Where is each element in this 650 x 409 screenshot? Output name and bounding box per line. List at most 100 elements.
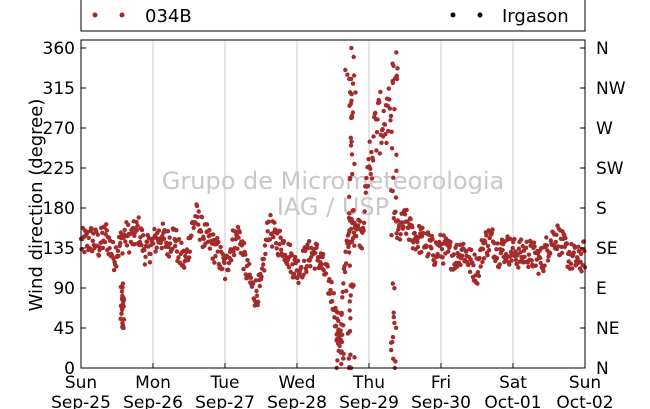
point-0-532 xyxy=(377,100,382,105)
point-0-548 xyxy=(386,128,391,134)
point-0-393 xyxy=(299,264,304,270)
point-0-837 xyxy=(548,251,553,256)
point-0-467 xyxy=(340,289,345,295)
excursion-point-0-1-22 xyxy=(345,331,351,336)
point-0-743 xyxy=(495,241,500,246)
point-0-433 xyxy=(321,267,326,273)
point-0-682 xyxy=(461,241,466,247)
excursion-point-0-2-2 xyxy=(347,103,352,109)
excursion-point-0-0-15 xyxy=(118,316,124,322)
point-0-448 xyxy=(330,298,335,304)
y2-tick-label-2: E xyxy=(596,279,607,299)
point-0-155 xyxy=(165,229,171,234)
point-0-528 xyxy=(374,130,380,135)
point-0-345 xyxy=(272,220,277,225)
point-0-728 xyxy=(486,248,492,253)
excursion-point-0-2-22 xyxy=(346,194,352,199)
point-0-517 xyxy=(368,171,373,177)
excursion-point-0-1-23 xyxy=(344,288,349,294)
point-0-382 xyxy=(293,254,298,260)
point-0-129 xyxy=(151,241,156,246)
point-0-616 xyxy=(424,243,429,248)
x-tick-label-day-3: Wed xyxy=(278,373,315,393)
point-0-257 xyxy=(222,276,228,282)
point-0-123 xyxy=(147,260,153,265)
point-0-641 xyxy=(438,232,443,238)
point-0-773 xyxy=(512,236,517,242)
point-0-66 xyxy=(115,248,121,254)
excursion-point-0-3-18 xyxy=(392,286,397,291)
point-0-721 xyxy=(483,240,488,245)
excursion-point-0-2-27 xyxy=(349,92,354,97)
point-0-32 xyxy=(96,253,102,258)
point-0-398 xyxy=(301,258,307,263)
point-0-279 xyxy=(235,246,240,251)
point-0-458 xyxy=(335,310,340,315)
point-0-785 xyxy=(518,237,524,242)
x-tick-label-date-1: Sep-26 xyxy=(123,393,183,409)
point-0-770 xyxy=(510,245,515,251)
point-0-557 xyxy=(391,175,396,180)
point-0-676 xyxy=(457,242,463,247)
point-0-349 xyxy=(274,246,279,251)
point-0-209 xyxy=(196,222,201,227)
point-0-867 xyxy=(564,241,570,247)
point-0-148 xyxy=(161,236,167,241)
point-0-417 xyxy=(312,266,317,271)
point-0-799 xyxy=(526,252,532,257)
y2-tick-label-8: N xyxy=(596,39,609,59)
point-0-103 xyxy=(136,215,141,220)
point-0-516 xyxy=(368,166,373,171)
point-0-171 xyxy=(174,249,180,254)
point-0-593 xyxy=(411,240,416,245)
point-0-780 xyxy=(516,265,521,270)
point-0-249 xyxy=(218,244,223,250)
point-0-645 xyxy=(440,255,445,260)
point-0-388 xyxy=(296,280,301,286)
point-0-644 xyxy=(439,247,445,252)
point-0-825 xyxy=(541,268,546,274)
point-0-515 xyxy=(367,139,372,144)
point-0-445 xyxy=(328,287,333,293)
point-0-58 xyxy=(111,256,116,261)
point-0-466 xyxy=(340,295,345,300)
point-0-536 xyxy=(379,140,384,145)
point-0-131 xyxy=(152,226,157,232)
excursion-point-0-3-10 xyxy=(394,152,399,157)
point-0-356 xyxy=(278,235,283,240)
point-0-483 xyxy=(349,217,354,222)
point-0-397 xyxy=(301,272,306,277)
point-0-876 xyxy=(569,266,575,271)
point-0-898 xyxy=(582,248,587,254)
point-0-67 xyxy=(116,253,121,259)
point-0-387 xyxy=(295,258,301,263)
point-0-403 xyxy=(304,264,310,269)
point-0-63 xyxy=(114,264,119,269)
excursion-point-0-2-11 xyxy=(349,98,354,103)
point-0-553 xyxy=(388,113,394,119)
x-tick-label-date-7: Oct-02 xyxy=(556,393,613,409)
point-0-194 xyxy=(187,249,192,254)
point-0-561 xyxy=(393,209,398,214)
excursion-point-0-1-26 xyxy=(353,225,358,231)
point-0-851 xyxy=(555,244,561,249)
legend-label-irgason: Irgason xyxy=(502,6,569,27)
excursion-point-0-3-7 xyxy=(389,188,394,193)
point-0-680 xyxy=(460,253,465,258)
point-0-551 xyxy=(387,106,393,111)
point-0-543 xyxy=(383,132,388,137)
point-0-498 xyxy=(358,219,363,224)
point-0-238 xyxy=(212,260,217,265)
y2-tick-label-7: NW xyxy=(596,79,626,99)
point-0-893 xyxy=(579,269,584,274)
point-0-542 xyxy=(382,122,388,127)
point-0-563 xyxy=(394,231,399,236)
point-0-158 xyxy=(167,235,172,240)
excursion-point-0-4-25 xyxy=(339,332,345,337)
y-tick-label-5: 225 xyxy=(43,159,75,179)
excursion-point-0-0-26 xyxy=(120,305,125,310)
point-0-764 xyxy=(507,262,512,267)
point-0-513 xyxy=(366,156,371,162)
point-0-253 xyxy=(220,251,225,257)
excursion-point-0-3-20 xyxy=(393,195,399,200)
